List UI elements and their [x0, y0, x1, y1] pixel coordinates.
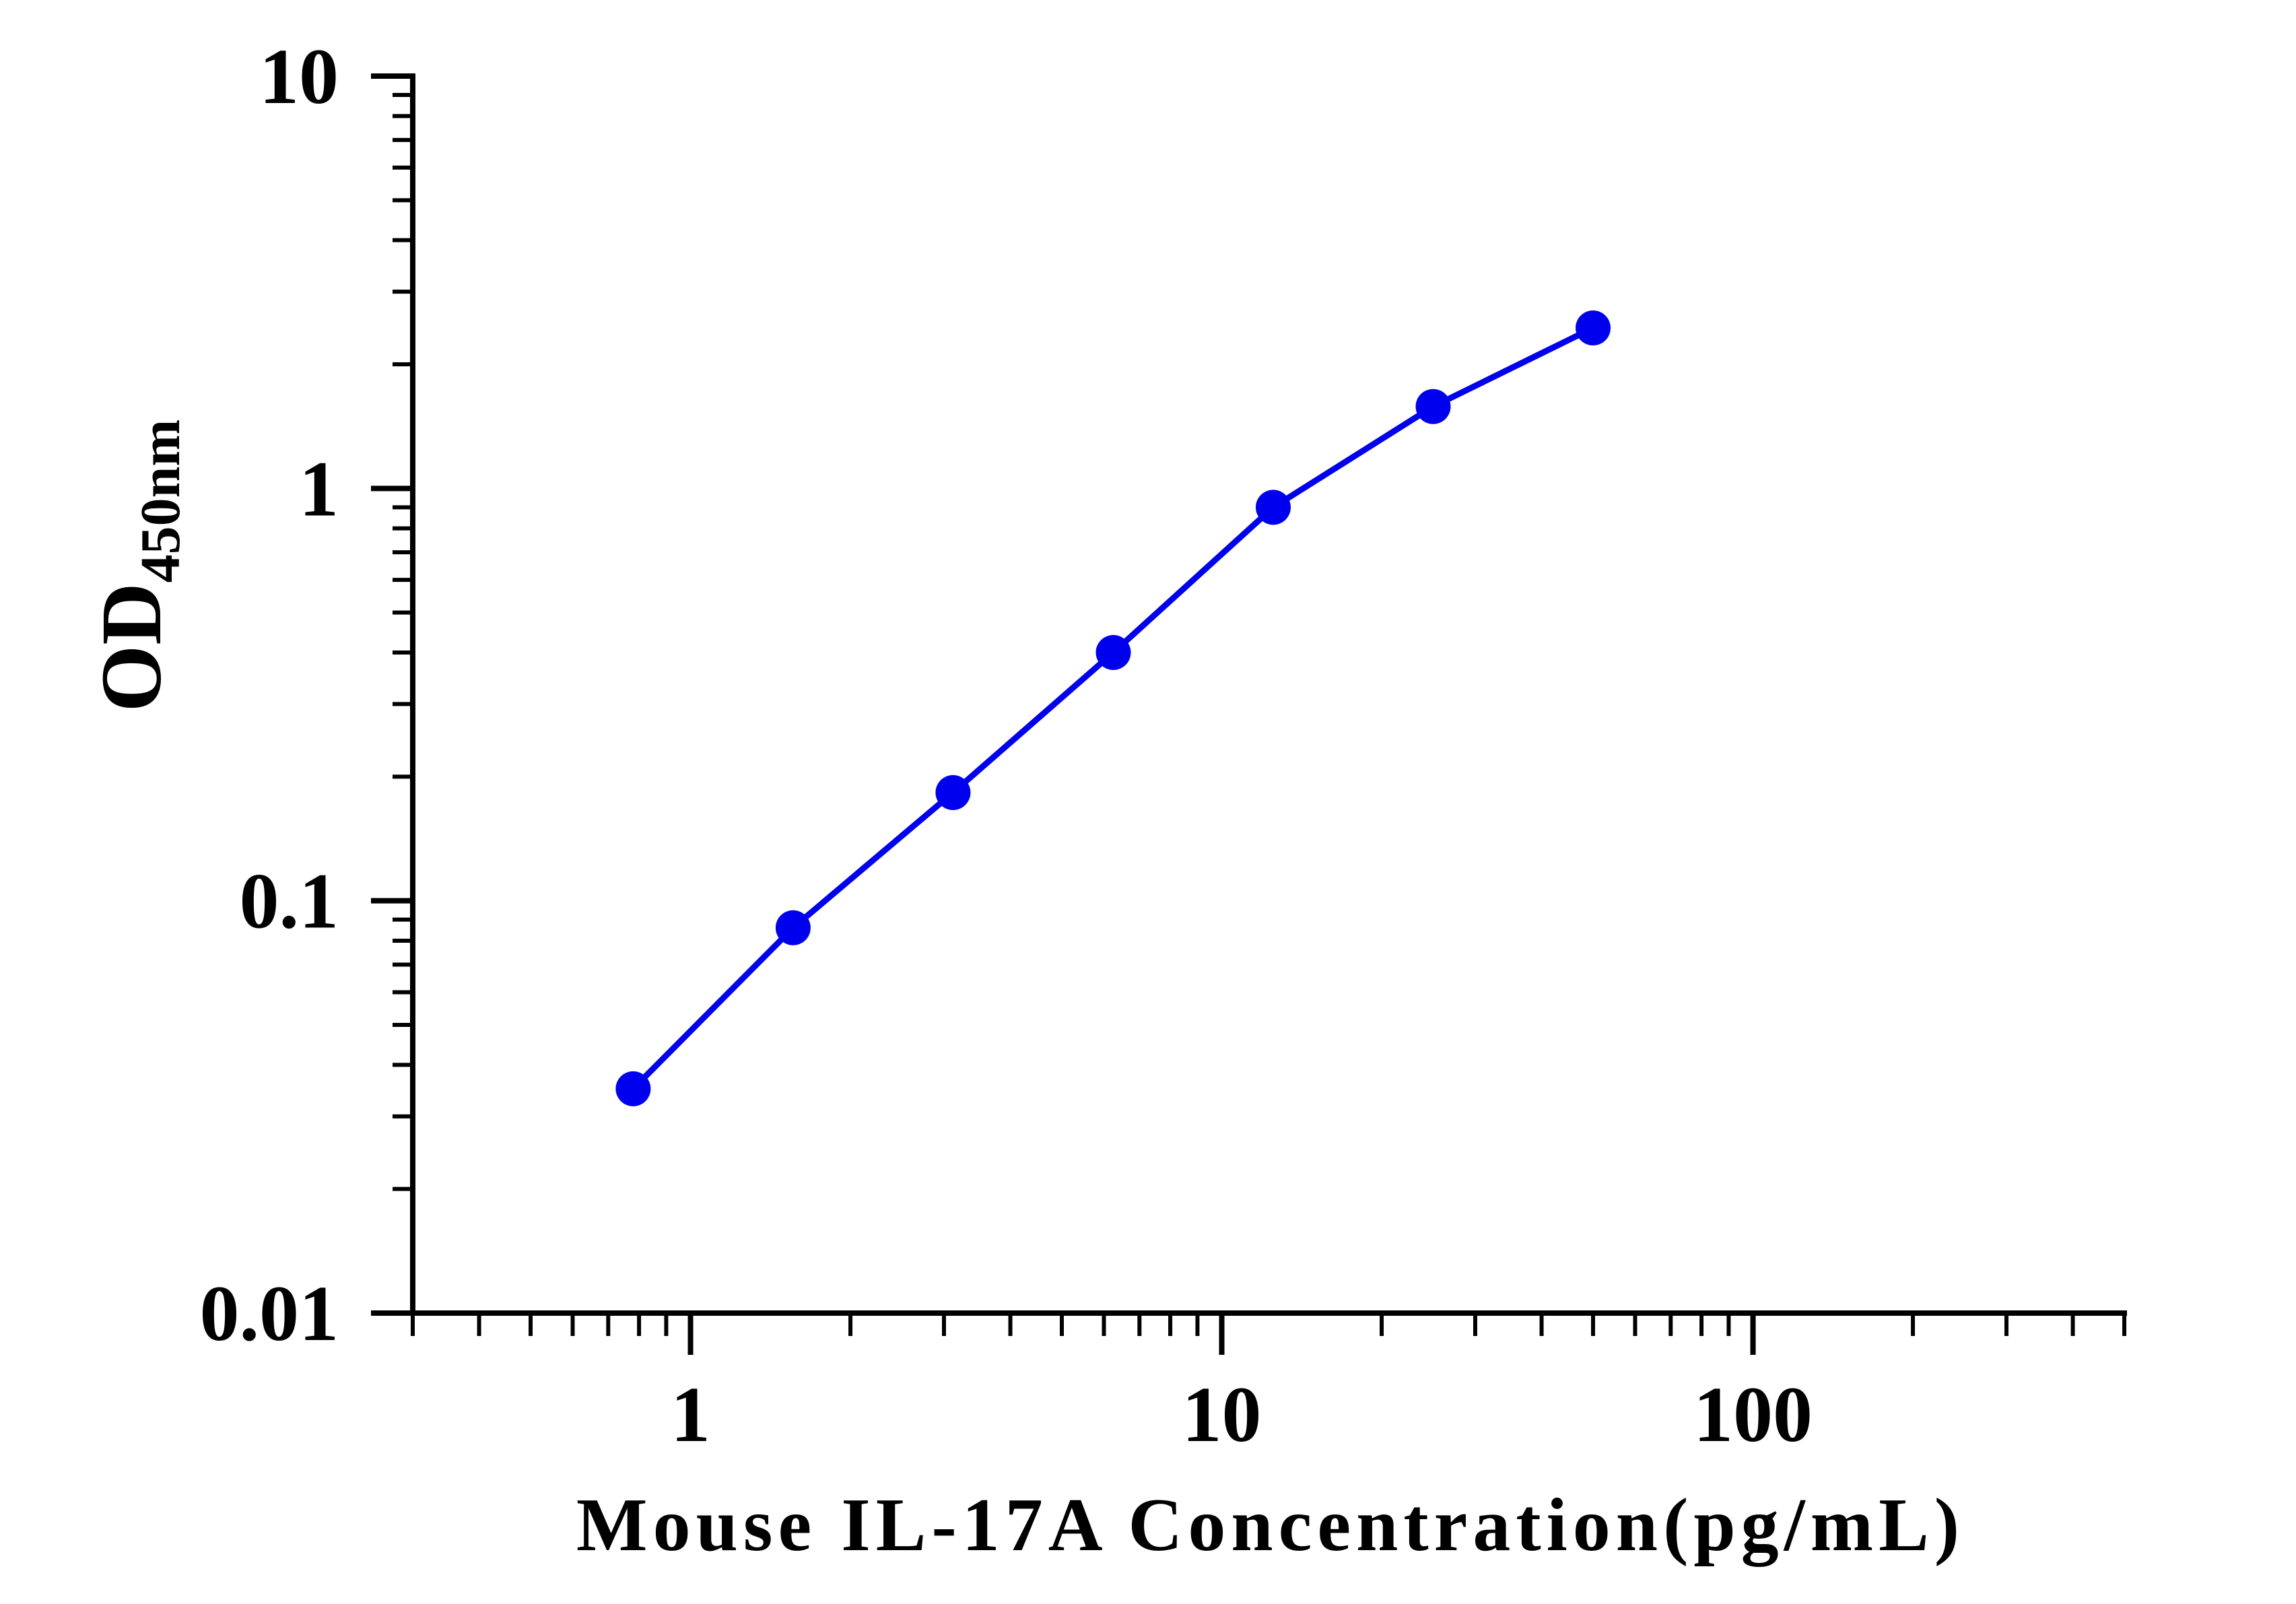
data-point	[1415, 389, 1451, 424]
x-tick-label: 100	[1693, 1370, 1813, 1459]
data-point	[1095, 635, 1131, 671]
data-point	[615, 1071, 651, 1106]
data-point	[775, 910, 811, 945]
y-tick-labels: 0.01 0.1 1 10	[200, 32, 339, 1358]
series-line	[630, 325, 1596, 1092]
y-tick-label: 10	[259, 32, 339, 121]
x-tick-label: 1	[671, 1370, 710, 1459]
y-minor-ticks	[393, 93, 413, 1191]
y-tick-label: 0.01	[200, 1269, 339, 1358]
data-point	[935, 774, 971, 810]
y-tick-label: 1	[299, 444, 339, 533]
y-axis-title: OD450nm	[83, 420, 192, 712]
series-layer	[615, 310, 1611, 1106]
x-major-ticks	[687, 1313, 1756, 1355]
x-tick-labels: 1 10 100	[671, 1370, 1813, 1459]
x-tick-label: 10	[1182, 1370, 1262, 1459]
data-point	[1255, 490, 1291, 525]
x-axis-title: Mouse IL-17A Concentration(pg/mL)	[576, 1483, 1965, 1567]
y-major-ticks	[371, 73, 413, 1316]
x-minor-ticks	[411, 1313, 2126, 1336]
y-tick-label: 0.1	[240, 857, 339, 945]
y-axis-title-sub: 450nm	[129, 420, 192, 583]
data-point	[1576, 310, 1611, 346]
y-axis-title-main: OD	[83, 582, 179, 712]
